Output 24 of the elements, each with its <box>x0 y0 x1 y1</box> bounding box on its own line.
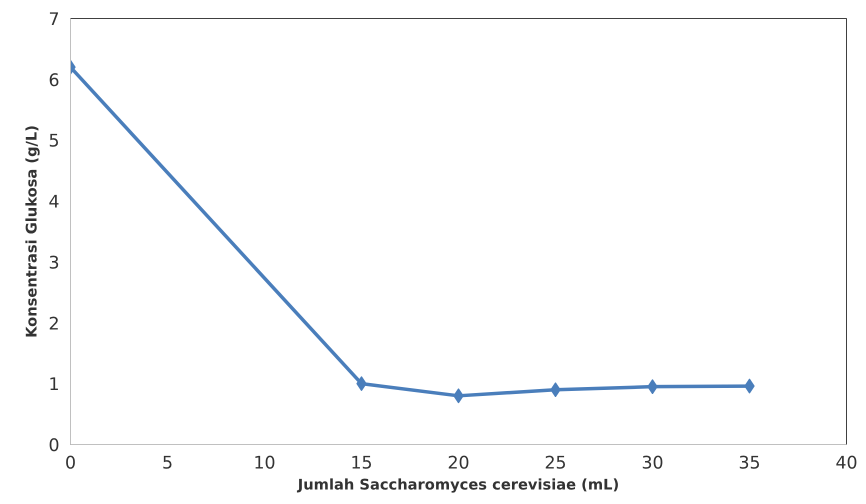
point <box>744 378 755 394</box>
y-axis-title: Konsentrasi Glukosa (g/L) <box>23 125 40 338</box>
y-tick-label: 5 <box>48 132 60 152</box>
point <box>550 382 561 398</box>
x-axis-title: Jumlah Saccharomyces cerevisiae (mL) <box>296 476 620 494</box>
y-tick-label: 4 <box>48 192 60 213</box>
x-tick-label: 30 <box>641 454 664 474</box>
y-tick-label: 7 <box>48 10 60 30</box>
x-tick-label: 5 <box>162 454 174 474</box>
y-tick-label: 2 <box>48 314 60 334</box>
x-tick-label: 25 <box>544 454 567 474</box>
y-tick-label: 1 <box>48 375 60 396</box>
point <box>453 388 464 404</box>
x-tick-label: 40 <box>835 454 858 474</box>
x-tick-label: 15 <box>350 454 373 474</box>
x-tick-label: 20 <box>447 454 470 474</box>
x-tick-label: 35 <box>738 454 761 474</box>
point <box>647 379 658 394</box>
y-tick-label: 0 <box>48 436 60 456</box>
y-tick-label: 3 <box>48 253 60 274</box>
x-tick-label: 10 <box>253 454 276 474</box>
y-tick-label: 6 <box>48 70 60 91</box>
x-tick-label: 0 <box>64 454 76 474</box>
point <box>356 376 367 392</box>
